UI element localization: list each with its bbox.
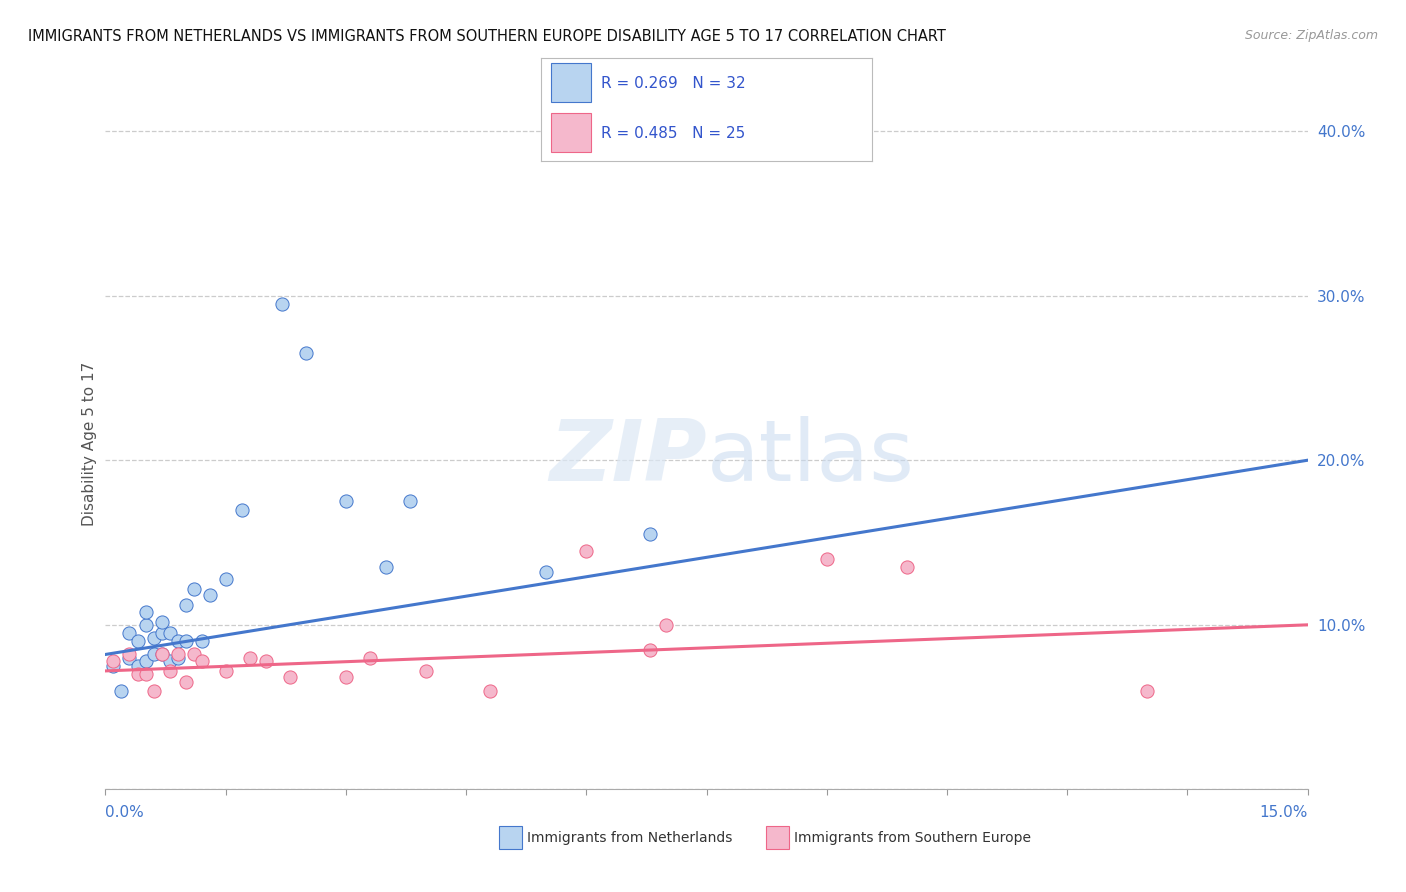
- Point: [270, 297, 292, 311]
- Point: [103, 659, 125, 673]
- Text: IMMIGRANTS FROM NETHERLANDS VS IMMIGRANTS FROM SOUTHERN EUROPE DISABILITY AGE 5 : IMMIGRANTS FROM NETHERLANDS VS IMMIGRANT…: [28, 29, 946, 44]
- Point: [110, 683, 132, 698]
- Point: [575, 543, 598, 558]
- Point: [118, 648, 141, 662]
- Point: [214, 572, 236, 586]
- Text: R = 0.269   N = 32: R = 0.269 N = 32: [600, 76, 745, 91]
- Point: [174, 634, 197, 648]
- Point: [118, 650, 141, 665]
- Point: [640, 642, 662, 657]
- Point: [198, 588, 221, 602]
- FancyBboxPatch shape: [551, 113, 591, 153]
- Point: [1136, 683, 1159, 698]
- Point: [118, 626, 141, 640]
- Point: [190, 634, 212, 648]
- Point: [166, 648, 188, 662]
- Point: [239, 650, 262, 665]
- Point: [142, 648, 165, 662]
- Point: [159, 654, 181, 668]
- Point: [135, 617, 157, 632]
- Point: [174, 675, 197, 690]
- Point: [127, 667, 149, 681]
- Point: [214, 664, 236, 678]
- Text: Immigrants from Southern Europe: Immigrants from Southern Europe: [794, 830, 1032, 845]
- Point: [534, 565, 557, 579]
- Y-axis label: Disability Age 5 to 17: Disability Age 5 to 17: [82, 361, 97, 526]
- Point: [159, 664, 181, 678]
- Point: [103, 654, 125, 668]
- Point: [640, 527, 662, 541]
- Point: [142, 683, 165, 698]
- Text: 0.0%: 0.0%: [105, 805, 145, 820]
- Point: [127, 634, 149, 648]
- Point: [815, 552, 838, 566]
- Point: [335, 671, 357, 685]
- Point: [374, 560, 398, 574]
- Point: [415, 664, 437, 678]
- Point: [479, 683, 502, 698]
- Point: [174, 598, 197, 612]
- Point: [135, 605, 157, 619]
- Point: [166, 650, 188, 665]
- Point: [190, 654, 212, 668]
- Point: [183, 648, 205, 662]
- Point: [166, 634, 188, 648]
- Point: [655, 617, 678, 632]
- FancyBboxPatch shape: [551, 63, 591, 102]
- Text: Immigrants from Netherlands: Immigrants from Netherlands: [527, 830, 733, 845]
- Point: [127, 659, 149, 673]
- Point: [335, 494, 357, 508]
- Point: [254, 654, 277, 668]
- Point: [278, 671, 301, 685]
- Point: [142, 631, 165, 645]
- Point: [231, 502, 253, 516]
- Text: R = 0.485   N = 25: R = 0.485 N = 25: [600, 127, 745, 142]
- Point: [359, 650, 381, 665]
- Point: [135, 654, 157, 668]
- Point: [896, 560, 918, 574]
- Point: [150, 648, 173, 662]
- Point: [183, 582, 205, 596]
- Point: [150, 626, 173, 640]
- Point: [135, 667, 157, 681]
- Text: Source: ZipAtlas.com: Source: ZipAtlas.com: [1244, 29, 1378, 42]
- Point: [399, 494, 422, 508]
- Text: 15.0%: 15.0%: [1260, 805, 1308, 820]
- Text: ZIP: ZIP: [548, 416, 707, 500]
- Point: [295, 346, 318, 360]
- Text: atlas: atlas: [707, 416, 914, 500]
- Point: [150, 648, 173, 662]
- Point: [159, 626, 181, 640]
- Point: [150, 615, 173, 629]
